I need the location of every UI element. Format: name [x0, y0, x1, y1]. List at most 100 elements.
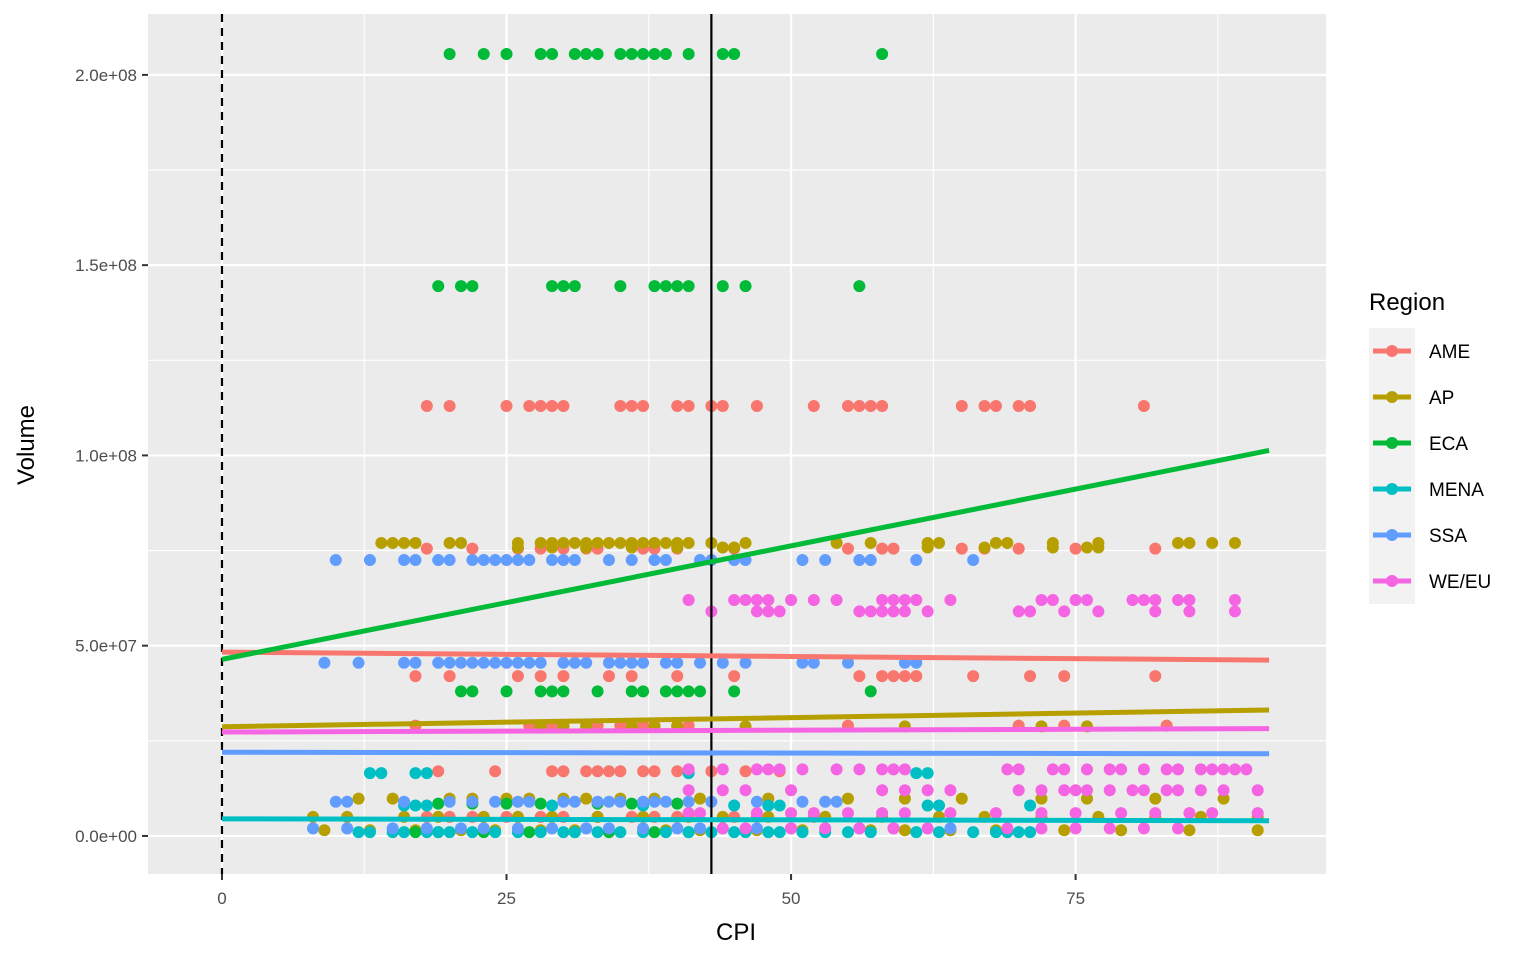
- legend-item: WE/EU: [1369, 558, 1491, 604]
- data-point: [614, 795, 627, 808]
- data-point: [454, 656, 467, 669]
- data-point: [614, 47, 627, 60]
- data-point: [1183, 536, 1196, 549]
- data-point: [443, 826, 456, 839]
- data-point: [728, 826, 741, 839]
- data-point: [1206, 536, 1219, 549]
- data-point: [750, 795, 763, 808]
- y-tick-label: 1.0e+08: [75, 446, 137, 465]
- data-point: [728, 670, 741, 683]
- data-point: [1012, 542, 1025, 555]
- data-point: [511, 670, 524, 683]
- data-point: [785, 594, 798, 607]
- data-point: [568, 47, 581, 60]
- data-point: [1149, 670, 1162, 683]
- data-point: [876, 594, 889, 607]
- data-point: [671, 765, 684, 778]
- data-point: [1024, 799, 1037, 812]
- data-point: [625, 399, 638, 412]
- data-point: [807, 594, 820, 607]
- data-point: [944, 784, 957, 797]
- data-point: [1194, 784, 1207, 797]
- data-point: [625, 670, 638, 683]
- data-point: [614, 280, 627, 293]
- data-point: [989, 807, 1002, 820]
- data-point: [989, 399, 1002, 412]
- data-point: [796, 795, 809, 808]
- data-point: [375, 767, 388, 780]
- plot-panel: [148, 14, 1326, 874]
- data-point: [602, 765, 615, 778]
- data-point: [432, 797, 445, 810]
- data-point: [454, 822, 467, 835]
- data-point: [420, 542, 433, 555]
- data-point: [933, 826, 946, 839]
- data-point: [318, 656, 331, 669]
- data-point: [1137, 594, 1150, 607]
- data-point: [534, 685, 547, 698]
- data-point: [1046, 763, 1059, 776]
- data-point: [341, 795, 354, 808]
- data-point: [409, 554, 422, 567]
- data-point: [671, 670, 684, 683]
- data-point: [454, 685, 467, 698]
- data-point: [944, 594, 957, 607]
- legend-key-point: [1386, 575, 1398, 587]
- data-point: [841, 792, 854, 805]
- data-point: [466, 685, 479, 698]
- data-point: [898, 807, 911, 820]
- data-point: [625, 797, 638, 810]
- data-point: [659, 536, 672, 549]
- data-point: [557, 685, 570, 698]
- data-point: [443, 399, 456, 412]
- data-point: [614, 536, 627, 549]
- data-point: [1012, 399, 1025, 412]
- data-point: [1172, 784, 1185, 797]
- data-point: [694, 685, 707, 698]
- data-point: [420, 767, 433, 780]
- data-point: [728, 685, 741, 698]
- data-point: [1080, 541, 1093, 554]
- data-point: [557, 536, 570, 549]
- data-point: [580, 822, 593, 835]
- data-point: [1172, 594, 1185, 607]
- data-point: [853, 670, 866, 683]
- data-point: [671, 822, 684, 835]
- legend-item: AP: [1369, 374, 1454, 420]
- data-point: [1126, 784, 1139, 797]
- data-point: [1069, 594, 1082, 607]
- data-point: [454, 536, 467, 549]
- data-point: [921, 536, 934, 549]
- data-point: [648, 536, 661, 549]
- data-point: [898, 792, 911, 805]
- data-point: [910, 594, 923, 607]
- data-point: [625, 554, 638, 567]
- data-point: [898, 605, 911, 618]
- data-point: [568, 554, 581, 567]
- data-point: [864, 826, 877, 839]
- data-point: [739, 784, 752, 797]
- data-point: [637, 822, 650, 835]
- data-point: [420, 822, 433, 835]
- data-point: [1035, 792, 1048, 805]
- legend-key-point: [1386, 483, 1398, 495]
- data-point: [1183, 807, 1196, 820]
- data-point: [955, 792, 968, 805]
- data-point: [477, 47, 490, 60]
- data-point: [728, 594, 741, 607]
- data-point: [1183, 824, 1196, 837]
- data-point: [921, 784, 934, 797]
- data-point: [466, 656, 479, 669]
- fit-line-ame: [221, 649, 1270, 663]
- data-point: [307, 822, 320, 835]
- legend-item: AME: [1369, 328, 1470, 374]
- data-point: [1058, 670, 1071, 683]
- data-point: [500, 656, 513, 669]
- data-point: [523, 656, 536, 669]
- data-point: [1012, 784, 1025, 797]
- data-point: [739, 594, 752, 607]
- data-point: [1115, 824, 1128, 837]
- legend-key-point: [1386, 391, 1398, 403]
- data-point: [568, 795, 581, 808]
- data-point: [602, 656, 615, 669]
